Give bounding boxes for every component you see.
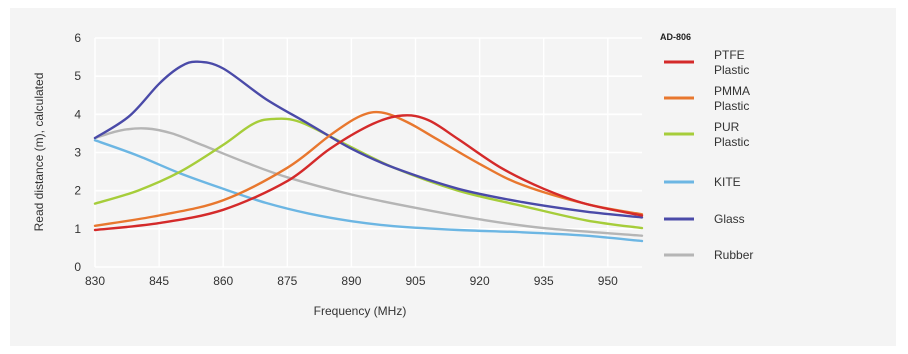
chart-card [10,8,896,346]
y-tick-label-5: 5 [74,69,81,83]
y-tick-label-4: 4 [74,107,81,121]
legend-item-pmma-plastic: PMMA Plastic [664,84,750,113]
x-tick-label-2: 860 [213,274,233,288]
legend-label-kite: KITE [714,175,741,189]
x-tick-label-4: 890 [341,274,361,288]
tick-labels: 0 1 2 3 4 5 6 830 845 860 875 890 905 920 935 950 [74,31,618,288]
x-tick-label-5: 905 [405,274,425,288]
x-tick-label-1: 845 [149,274,169,288]
legend-title: AD-806 [660,32,691,42]
y-axis-label: Read distance (m), calculated [32,73,46,232]
series-line-pur-plastic [93,117,644,230]
legend-item-kite: KITE [664,175,741,189]
legend-item-rubber: Rubber [664,248,753,262]
series-line-glass [93,60,644,219]
x-axis-label: Frequency (MHz) [314,304,407,318]
legend-item-pur-plastic: PUR Plastic [664,120,749,149]
x-tick-label-8: 950 [598,274,618,288]
x-tick-label-0: 830 [85,274,105,288]
grid [94,37,642,268]
series-lines [93,60,644,243]
y-tick-label-6: 6 [74,31,81,45]
x-tick-label-7: 935 [534,274,554,288]
legend: PTFE Plastic PMMA Plastic PUR Plastic KITE Glas… [664,48,753,262]
legend-label-glass: Glass [714,212,745,226]
legend-label-ptfe-plastic: PTFE Plastic [714,48,749,77]
x-tick-label-6: 920 [470,274,490,288]
series-line-rubber [93,127,644,237]
legend-item-glass: Glass [664,212,745,226]
legend-label-pmma-plastic: PMMA Plastic [714,84,750,113]
legend-label-rubber: Rubber [714,248,753,262]
series-line-pmma-plastic [93,110,644,227]
legend-item-ptfe-plastic: PTFE Plastic [664,48,749,77]
x-tick-label-3: 875 [277,274,297,288]
y-tick-label-1: 1 [74,222,81,236]
y-tick-label-0: 0 [74,260,81,274]
y-tick-label-3: 3 [74,146,81,160]
series-line-ptfe-plastic [93,114,644,232]
y-tick-label-2: 2 [74,184,81,198]
legend-label-pur-plastic: PUR Plastic [714,120,749,149]
